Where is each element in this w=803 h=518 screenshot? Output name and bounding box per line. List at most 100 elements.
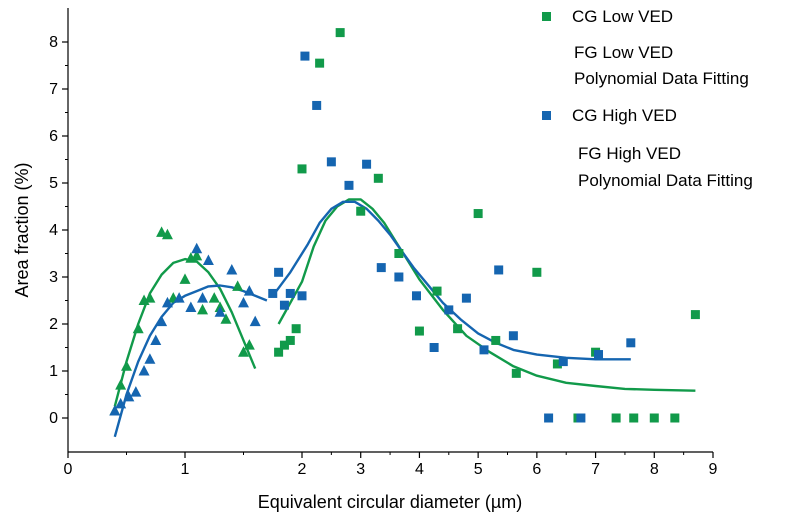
x-tick-label: 4 bbox=[415, 461, 424, 478]
cg-high-point bbox=[297, 291, 307, 301]
x-tick-label: 7 bbox=[591, 461, 600, 478]
fg-low-point bbox=[197, 303, 209, 315]
y-tick-label: 4 bbox=[49, 222, 58, 239]
fit-curves bbox=[113, 198, 696, 438]
cg-high-point bbox=[544, 413, 554, 423]
cg-high-point bbox=[312, 100, 322, 110]
fg-high-point bbox=[115, 397, 127, 409]
x-tick-label: 3 bbox=[356, 461, 365, 478]
fg-high-point bbox=[243, 285, 255, 296]
fg-low-point bbox=[220, 313, 232, 324]
fit-cg-low-curve bbox=[277, 198, 696, 392]
cg-high-point bbox=[394, 272, 404, 282]
cg-low-point bbox=[394, 249, 404, 258]
cg-high-point bbox=[626, 338, 636, 348]
y-tick-label: 8 bbox=[49, 34, 58, 51]
cg-high-point bbox=[576, 413, 586, 423]
cg-high-point bbox=[461, 293, 471, 303]
fg-high-point bbox=[191, 242, 203, 254]
cg-high-point bbox=[558, 357, 568, 367]
x-tick-label: 8 bbox=[650, 461, 659, 478]
x-axis-title: Equivalent circular diameter (µm) bbox=[258, 492, 522, 512]
fg-low-point bbox=[243, 339, 255, 350]
y-axis-title: Area fraction (%) bbox=[12, 162, 32, 297]
fg-high-point bbox=[197, 292, 209, 303]
cg-low-point bbox=[432, 286, 442, 296]
cg-low-point bbox=[629, 413, 639, 423]
y-tick-label: 7 bbox=[49, 81, 58, 98]
cg-low-point bbox=[373, 173, 383, 183]
y-tick-label: 2 bbox=[49, 316, 58, 333]
fg-low-point bbox=[144, 292, 156, 303]
fg-high-point bbox=[161, 296, 173, 308]
legend: CG Low VED FG Low VED Polynomial Data Fitt… bbox=[542, 7, 753, 190]
cg-low-point bbox=[315, 58, 325, 68]
legend-label: CG High VED bbox=[572, 106, 677, 125]
cg-low-point bbox=[335, 28, 345, 38]
cg-low-point bbox=[279, 340, 289, 350]
cg-high-point bbox=[285, 288, 295, 298]
cg-high-point bbox=[444, 305, 454, 315]
legend-label: FG Low VED bbox=[574, 43, 673, 62]
cg-low-point bbox=[670, 413, 680, 423]
cg-high-point bbox=[300, 51, 310, 61]
fg-high-point bbox=[130, 386, 142, 397]
fg-low-point bbox=[115, 379, 127, 390]
fit-cg-high-curve bbox=[271, 200, 631, 361]
fg-low-point bbox=[132, 322, 144, 334]
y-tick-label: 3 bbox=[49, 269, 58, 286]
fg-high-point bbox=[214, 306, 226, 317]
cg-high-point bbox=[268, 288, 278, 298]
cg-high-point bbox=[376, 263, 386, 273]
cg-high-point bbox=[344, 180, 354, 190]
fg-low-point bbox=[232, 280, 244, 291]
fg-high-point bbox=[109, 404, 121, 416]
legend-label: FG High VED bbox=[578, 144, 681, 163]
fg-low-point bbox=[208, 292, 220, 303]
cg-high-point bbox=[362, 159, 372, 169]
x-tick-label: 2 bbox=[298, 461, 307, 478]
y-axis: 0 1 2 3 4 5 6 7 8 bbox=[49, 8, 69, 452]
fg-low-point bbox=[191, 249, 203, 261]
cg-low-point bbox=[356, 206, 366, 216]
fg-high-point bbox=[238, 296, 249, 308]
y-tick-label: 6 bbox=[49, 128, 58, 145]
fg-high-point bbox=[150, 334, 162, 345]
fg-high-point bbox=[185, 301, 197, 313]
cg-high-point bbox=[274, 267, 284, 277]
cg-high-point bbox=[279, 300, 289, 310]
fg-high-point bbox=[249, 315, 261, 327]
cg-high-point bbox=[594, 350, 604, 360]
cg-low-point bbox=[297, 164, 307, 174]
cg-low-point bbox=[291, 324, 301, 334]
y-tick-label: 1 bbox=[49, 363, 58, 380]
cg-low-point bbox=[285, 335, 295, 345]
cg-high-point bbox=[479, 345, 489, 355]
y-tick-label: 0 bbox=[49, 410, 58, 427]
fg-high-point bbox=[226, 263, 238, 275]
fg-low-point bbox=[156, 226, 168, 237]
fg-high-point bbox=[173, 292, 185, 303]
x-tick-label: 1 bbox=[181, 461, 190, 478]
fg-high-point bbox=[144, 353, 156, 364]
fg-high-point bbox=[156, 315, 168, 327]
cg-low-point bbox=[473, 209, 483, 219]
cg-low-point bbox=[690, 310, 700, 320]
fg-high-point bbox=[202, 254, 214, 266]
cg-high-point bbox=[326, 157, 336, 167]
cg-low-point bbox=[511, 368, 521, 378]
fg-high-point bbox=[123, 390, 135, 402]
x-tick-label: 9 bbox=[709, 461, 718, 478]
x-tick-label: 6 bbox=[532, 461, 541, 478]
legend-label: Polynomial Data Fitting bbox=[574, 69, 749, 88]
y-tick-label: 5 bbox=[49, 175, 58, 192]
fg-high-point bbox=[138, 365, 150, 376]
cg-high-point bbox=[508, 331, 518, 341]
cg-low-point bbox=[552, 359, 562, 369]
fg-low-point bbox=[161, 228, 173, 240]
cg-high-point bbox=[411, 291, 421, 301]
cg-high-point bbox=[429, 343, 439, 352]
fg-low-point bbox=[179, 273, 191, 284]
